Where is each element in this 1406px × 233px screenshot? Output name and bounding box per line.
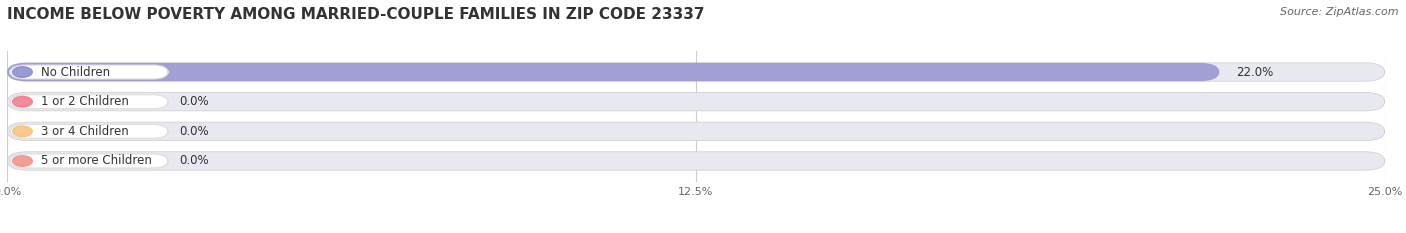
Text: Source: ZipAtlas.com: Source: ZipAtlas.com (1281, 7, 1399, 17)
FancyBboxPatch shape (10, 65, 169, 79)
Text: 5 or more Children: 5 or more Children (41, 154, 152, 168)
Circle shape (13, 96, 32, 107)
Text: 1 or 2 Children: 1 or 2 Children (41, 95, 128, 108)
FancyBboxPatch shape (7, 63, 1385, 81)
Circle shape (13, 156, 32, 166)
Text: 22.0%: 22.0% (1236, 65, 1274, 79)
Circle shape (13, 126, 32, 137)
Text: 0.0%: 0.0% (180, 125, 209, 138)
Text: INCOME BELOW POVERTY AMONG MARRIED-COUPLE FAMILIES IN ZIP CODE 23337: INCOME BELOW POVERTY AMONG MARRIED-COUPL… (7, 7, 704, 22)
FancyBboxPatch shape (10, 124, 169, 138)
Circle shape (13, 67, 32, 77)
Text: 0.0%: 0.0% (180, 95, 209, 108)
Text: 0.0%: 0.0% (180, 154, 209, 168)
FancyBboxPatch shape (7, 152, 1385, 170)
FancyBboxPatch shape (10, 154, 169, 168)
FancyBboxPatch shape (7, 63, 1219, 81)
Text: No Children: No Children (41, 65, 110, 79)
Text: 3 or 4 Children: 3 or 4 Children (41, 125, 128, 138)
FancyBboxPatch shape (7, 122, 1385, 140)
FancyBboxPatch shape (7, 93, 1385, 111)
FancyBboxPatch shape (10, 95, 169, 109)
